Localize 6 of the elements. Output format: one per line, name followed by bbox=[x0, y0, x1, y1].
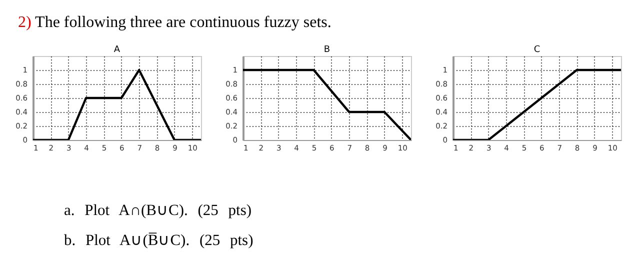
chart-title: B bbox=[324, 45, 330, 55]
text: b. Plot A∪(B̅∪C). (25 pts) bbox=[64, 231, 254, 251]
chart-title: C bbox=[534, 45, 540, 55]
text: 2) The following three are continuous fuzzy sets. bbox=[18, 14, 332, 32]
chart-title: A bbox=[114, 45, 121, 55]
text: a. Plot A∩(B∪C). (25 pts) bbox=[64, 201, 253, 221]
